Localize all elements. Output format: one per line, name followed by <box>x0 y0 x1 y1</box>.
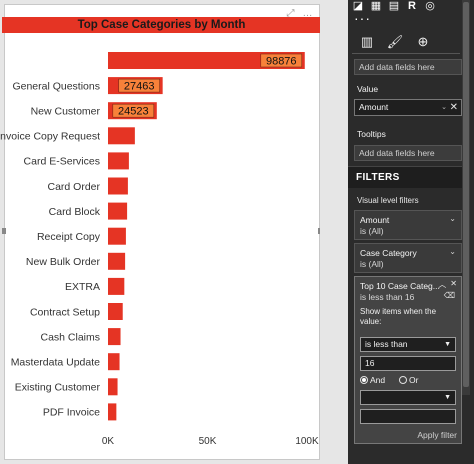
visual-level-filters-label: Visual level filters <box>357 196 419 205</box>
visual-header: ⤢ … <box>285 8 313 19</box>
category-label: Contract Setup <box>30 306 100 318</box>
x-tick-label: 50K <box>199 436 217 447</box>
category-label: Existing Customer <box>15 382 101 394</box>
second-condition-dropdown[interactable]: ▼ <box>360 390 456 405</box>
bar[interactable] <box>108 152 129 170</box>
and-radio[interactable]: And <box>360 375 385 385</box>
category-label: PDF Invoice <box>43 407 100 419</box>
bar[interactable] <box>108 277 125 295</box>
filter-value: is less than 16 <box>360 292 415 302</box>
more-visuals-icon[interactable]: ··· <box>354 10 371 26</box>
radio-selected-icon <box>360 376 368 384</box>
condition-value-input[interactable]: 16 <box>360 356 456 371</box>
filters-section-header: FILTERS <box>348 166 462 188</box>
chart-title: Top Case Categories by Month <box>77 19 246 31</box>
chart-title-bar: Top Case Categories by Month <box>2 17 321 33</box>
category-label: Invoice Copy Request <box>0 131 100 143</box>
r-visual-icon[interactable]: R <box>408 0 416 12</box>
pane-scrollbar-thumb[interactable] <box>463 2 469 387</box>
bar[interactable] <box>108 328 121 346</box>
filter-value: is (All) <box>360 226 384 236</box>
category-label: Card Block <box>49 206 101 218</box>
category-label: Masterdata Update <box>11 357 100 369</box>
chevron-up-icon[interactable]: ︿ <box>438 280 447 289</box>
category-label: New Customer <box>31 106 101 118</box>
filter-card-top10[interactable]: Top 10 Case Categ... is less than 16 ︿ ✕… <box>354 276 462 444</box>
bar[interactable] <box>108 202 128 220</box>
remove-field-icon[interactable]: ✕ <box>449 102 458 113</box>
value-well-title: Value <box>357 84 379 94</box>
filter-name: Amount <box>360 215 390 225</box>
condition-value: is less than <box>365 339 408 349</box>
category-label: General Questions <box>12 80 100 92</box>
axis-drop-well[interactable]: Add data fields here <box>354 59 462 75</box>
bar[interactable] <box>108 177 128 195</box>
bar[interactable] <box>108 227 126 245</box>
clear-filter-icon[interactable]: ⌫ <box>443 291 455 300</box>
or-radio[interactable]: Or <box>399 375 418 385</box>
show-items-label: Show items when the value: <box>360 307 437 326</box>
bar[interactable] <box>108 403 117 421</box>
data-label: 27463 <box>124 81 155 93</box>
chevron-down-icon: ▼ <box>444 394 451 401</box>
category-label: Card E-Services <box>24 156 100 168</box>
focus-mode-icon[interactable]: ⤢ <box>286 8 295 19</box>
value-field-name: Amount <box>359 102 389 112</box>
filters-title: FILTERS <box>356 172 400 183</box>
data-label-background <box>112 103 155 118</box>
data-label: 24523 <box>118 106 149 118</box>
left-resize-handle[interactable] <box>2 228 6 234</box>
map-visual-icon[interactable]: ◪ <box>352 0 364 12</box>
chevron-down-icon: ▼ <box>444 341 451 348</box>
filter-card-actions: ︿ ✕ <box>438 279 457 290</box>
canvas-gutter <box>320 0 348 464</box>
bar[interactable] <box>108 52 305 69</box>
tooltips-well-title: Tooltips <box>357 129 386 139</box>
more-options-icon[interactable]: … <box>302 8 313 19</box>
category-label: EXTRA <box>65 281 100 293</box>
tooltips-drop-well[interactable]: Add data fields here <box>354 145 462 161</box>
data-label-background <box>260 53 303 68</box>
filter-name: Case Category <box>360 248 417 258</box>
value-field-chip[interactable]: Amount ⌄ ✕ <box>354 99 462 116</box>
x-tick-label: 100K <box>295 436 319 447</box>
x-tick-label: 0K <box>102 436 115 447</box>
chart-plot: 98876 General Questions 27463 New Customer 2… <box>0 52 319 447</box>
analytics-icon[interactable]: ⊕ <box>417 34 429 49</box>
bar[interactable] <box>108 127 135 145</box>
pane-scrollbar[interactable] <box>462 0 470 395</box>
matrix-visual-icon[interactable]: ▤ <box>388 0 400 12</box>
visual-type-gallery: ◪ ▦ ▤ R ◎ <box>352 0 436 12</box>
category-label: Receipt Copy <box>37 231 101 243</box>
radio-unselected-icon <box>399 376 407 384</box>
chevron-down-icon[interactable]: ⌄ <box>449 214 456 223</box>
or-label: Or <box>409 375 419 385</box>
chevron-down-icon[interactable]: ⌄ <box>449 247 456 256</box>
close-icon[interactable]: ✕ <box>450 279 457 288</box>
category-label: Card Order <box>47 181 100 193</box>
category-label: New Bulk Order <box>26 256 101 268</box>
data-label: 98876 <box>266 56 297 68</box>
pane-tabs: ▥ 🖌 ⊕ <box>352 30 460 54</box>
data-label-background <box>118 78 160 93</box>
filter-card-amount[interactable]: Amount is (All) ⌄ <box>354 210 462 240</box>
bar[interactable] <box>108 353 120 371</box>
filter-card-case-category[interactable]: Case Category is (All) ⌄ <box>354 243 462 273</box>
second-value-input[interactable] <box>360 409 456 424</box>
format-icon[interactable]: 🖌 <box>386 34 404 49</box>
and-label: And <box>370 375 386 385</box>
chevron-down-icon[interactable]: ⌄ <box>441 104 447 111</box>
bar[interactable] <box>108 303 123 320</box>
filter-name: Top 10 Case Categ... <box>360 281 440 291</box>
condition-dropdown[interactable]: is less than ▼ <box>360 337 456 352</box>
globe-visual-icon[interactable]: ◎ <box>425 0 435 12</box>
apply-filter-button[interactable]: Apply filter <box>417 430 457 440</box>
category-label: Cash Claims <box>40 331 100 343</box>
bar[interactable] <box>108 252 126 270</box>
filter-value: is (All) <box>360 259 384 269</box>
bar[interactable] <box>108 378 118 396</box>
table-visual-icon[interactable]: ▦ <box>370 0 382 12</box>
fields-icon[interactable]: ▥ <box>360 34 374 49</box>
